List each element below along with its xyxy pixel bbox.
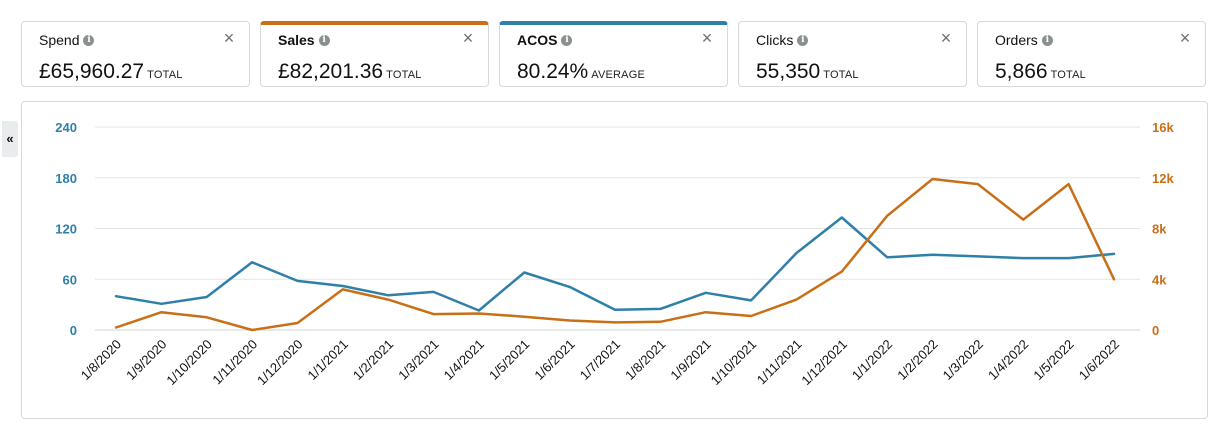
close-icon[interactable]: × xyxy=(701,28,713,48)
left-axis-tick-label: 0 xyxy=(70,323,77,338)
metric-value: £82,201.36 TOTAL xyxy=(278,60,422,83)
x-axis-tick-label: 1/8/2021 xyxy=(622,337,668,383)
metric-name: Sales i xyxy=(278,32,330,48)
close-icon[interactable]: × xyxy=(1179,28,1191,48)
right-axis-tick-label: 0 xyxy=(1152,323,1159,338)
x-axis-tick-label: 1/12/2021 xyxy=(798,337,850,389)
info-icon[interactable]: i xyxy=(83,34,95,46)
metric-name: Spend i xyxy=(39,32,95,48)
x-axis-tick-label: 1/4/2021 xyxy=(441,337,487,383)
right-axis-tick-label: 16k xyxy=(1152,120,1174,135)
x-axis-tick-label: 1/3/2021 xyxy=(395,337,441,383)
x-axis-tick-label: 1/11/2021 xyxy=(754,337,805,388)
metric-card-sales[interactable]: Sales i × £82,201.36 TOTAL xyxy=(260,21,489,87)
series-line-sales xyxy=(114,177,1116,332)
metric-card-spend[interactable]: Spend i × £65,960.27 TOTAL xyxy=(21,21,250,87)
right-axis-tick-label: 8k xyxy=(1152,222,1167,237)
right-axis-tick-label: 4k xyxy=(1152,272,1167,287)
right-axis-tick-label: 12k xyxy=(1152,171,1174,186)
series-line-acos xyxy=(114,216,1116,312)
x-axis-tick-label: 1/12/2020 xyxy=(254,337,306,389)
x-axis-tick-label: 1/5/2022 xyxy=(1030,337,1076,383)
left-axis-tick-label: 120 xyxy=(55,222,77,237)
metric-value: £65,960.27 TOTAL xyxy=(39,60,183,83)
x-axis-tick-label: 1/8/2020 xyxy=(78,337,124,383)
double-chevron-left-icon[interactable]: « xyxy=(2,121,18,157)
metric-name: Orders i xyxy=(995,32,1053,48)
metric-card-orders[interactable]: Orders i × 5,866 TOTAL xyxy=(977,21,1206,87)
x-axis-tick-label: 1/9/2020 xyxy=(123,337,169,383)
metric-value: 80.24% AVERAGE xyxy=(517,60,646,83)
x-axis-tick-label: 1/5/2021 xyxy=(486,337,532,383)
left-axis-tick-label: 180 xyxy=(55,171,77,186)
x-axis-tick-label: 1/1/2022 xyxy=(849,337,895,383)
left-axis-tick-label: 240 xyxy=(55,120,77,135)
x-axis-tick-label: 1/2/2021 xyxy=(350,337,396,383)
left-axis-tick-label: 60 xyxy=(63,272,77,287)
x-axis-tick-label: 1/11/2020 xyxy=(209,337,260,388)
x-axis-tick-label: 1/2/2022 xyxy=(894,337,940,383)
metric-card-clicks[interactable]: Clicks i × 55,350 TOTAL xyxy=(738,21,967,87)
info-icon[interactable]: i xyxy=(561,34,573,46)
chart-panel xyxy=(21,101,1208,419)
metric-card-acos[interactable]: ACOS i × 80.24% AVERAGE xyxy=(499,21,728,87)
metric-value: 5,866 TOTAL xyxy=(995,60,1086,83)
x-axis-tick-label: 1/3/2022 xyxy=(940,337,986,383)
close-icon[interactable]: × xyxy=(223,28,235,48)
info-icon[interactable]: i xyxy=(797,34,809,46)
x-axis-tick-label: 1/7/2021 xyxy=(577,337,623,383)
metric-name: ACOS i xyxy=(517,32,573,48)
close-icon[interactable]: × xyxy=(940,28,952,48)
x-axis-tick-label: 1/10/2021 xyxy=(708,337,760,389)
close-icon[interactable]: × xyxy=(462,28,474,48)
metric-name: Clicks i xyxy=(756,32,809,48)
info-icon[interactable]: i xyxy=(318,34,330,46)
x-axis-tick-label: 1/6/2022 xyxy=(1076,337,1122,383)
x-axis-tick-label: 1/4/2022 xyxy=(985,337,1031,383)
metric-value: 55,350 TOTAL xyxy=(756,60,859,83)
x-axis-tick-label: 1/6/2021 xyxy=(531,337,577,383)
x-axis-tick-label: 1/9/2021 xyxy=(667,337,713,383)
x-axis-tick-label: 1/10/2020 xyxy=(163,337,215,389)
info-icon[interactable]: i xyxy=(1041,34,1053,46)
x-axis-tick-label: 1/1/2021 xyxy=(305,337,351,383)
